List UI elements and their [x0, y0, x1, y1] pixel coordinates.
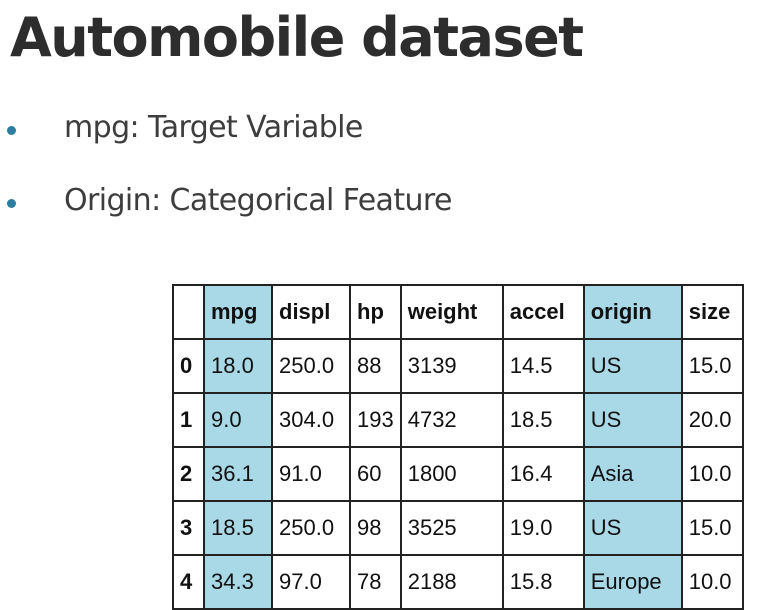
header-mpg: mpg: [203, 284, 273, 340]
header-hp: hp: [349, 284, 402, 340]
header-displ: displ: [271, 284, 351, 340]
table-row: 1 9.0 304.0 193 4732 18.5 US 20.0: [172, 392, 744, 448]
cell-size: 10.0: [680, 446, 744, 502]
table-row: 2 36.1 91.0 60 1800 16.4 Asia 10.0: [172, 446, 744, 502]
header-accel: accel: [501, 284, 585, 340]
cell-size: 15.0: [680, 500, 744, 556]
row-index: 0: [172, 338, 205, 394]
header-weight: weight: [399, 284, 504, 340]
bullet-text: mpg: Target Variable: [64, 110, 363, 145]
header-origin: origin: [582, 284, 683, 340]
cell-displ: 250.0: [271, 500, 351, 556]
cell-accel: 19.0: [501, 500, 585, 556]
table-row: 0 18.0 250.0 88 3139 14.5 US 15.0: [172, 338, 744, 394]
cell-origin: Europe: [582, 554, 683, 610]
cell-mpg: 36.1: [203, 446, 273, 502]
cell-hp: 78: [349, 554, 402, 610]
cell-accel: 14.5: [501, 338, 585, 394]
cell-accel: 18.5: [501, 392, 585, 448]
cell-mpg: 18.0: [203, 338, 273, 394]
cell-hp: 60: [349, 446, 402, 502]
cell-accel: 15.8: [501, 554, 585, 610]
cell-origin: US: [582, 338, 683, 394]
cell-accel: 16.4: [501, 446, 585, 502]
row-index: 1: [172, 392, 205, 448]
cell-origin: Asia: [582, 446, 683, 502]
cell-hp: 88: [349, 338, 402, 394]
dataset-table-container: mpg displ hp weight accel origin size 0 …: [172, 284, 744, 610]
slide-title: Automobile dataset: [10, 6, 584, 69]
cell-mpg: 9.0: [203, 392, 273, 448]
bullet-dot-icon: [7, 199, 16, 208]
row-index: 4: [172, 554, 205, 610]
cell-weight: 4732: [399, 392, 504, 448]
cell-mpg: 34.3: [203, 554, 273, 610]
table-row: 3 18.5 250.0 98 3525 19.0 US 15.0: [172, 500, 744, 556]
cell-displ: 97.0: [271, 554, 351, 610]
cell-size: 10.0: [680, 554, 744, 610]
table-row: 4 34.3 97.0 78 2188 15.8 Europe 10.0: [172, 554, 744, 610]
cell-size: 20.0: [680, 392, 744, 448]
cell-weight: 3139: [399, 338, 504, 394]
cell-weight: 3525: [399, 500, 504, 556]
cell-displ: 250.0: [271, 338, 351, 394]
cell-displ: 91.0: [271, 446, 351, 502]
header-index: [172, 284, 205, 340]
bullet-dot-icon: [7, 126, 16, 135]
cell-hp: 193: [349, 392, 402, 448]
bullet-text: Origin: Categorical Feature: [64, 183, 452, 218]
table-header-row: mpg displ hp weight accel origin size: [172, 284, 744, 340]
cell-size: 15.0: [680, 338, 744, 394]
bullet-item-target: mpg: Target Variable: [0, 110, 600, 150]
row-index: 3: [172, 500, 205, 556]
cell-origin: US: [582, 392, 683, 448]
header-size: size: [680, 284, 744, 340]
cell-origin: US: [582, 500, 683, 556]
cell-weight: 2188: [399, 554, 504, 610]
dataset-table: mpg displ hp weight accel origin size 0 …: [172, 284, 744, 610]
cell-displ: 304.0: [271, 392, 351, 448]
cell-weight: 1800: [399, 446, 504, 502]
bullet-item-origin: Origin: Categorical Feature: [0, 183, 600, 223]
cell-mpg: 18.5: [203, 500, 273, 556]
row-index: 2: [172, 446, 205, 502]
cell-hp: 98: [349, 500, 402, 556]
